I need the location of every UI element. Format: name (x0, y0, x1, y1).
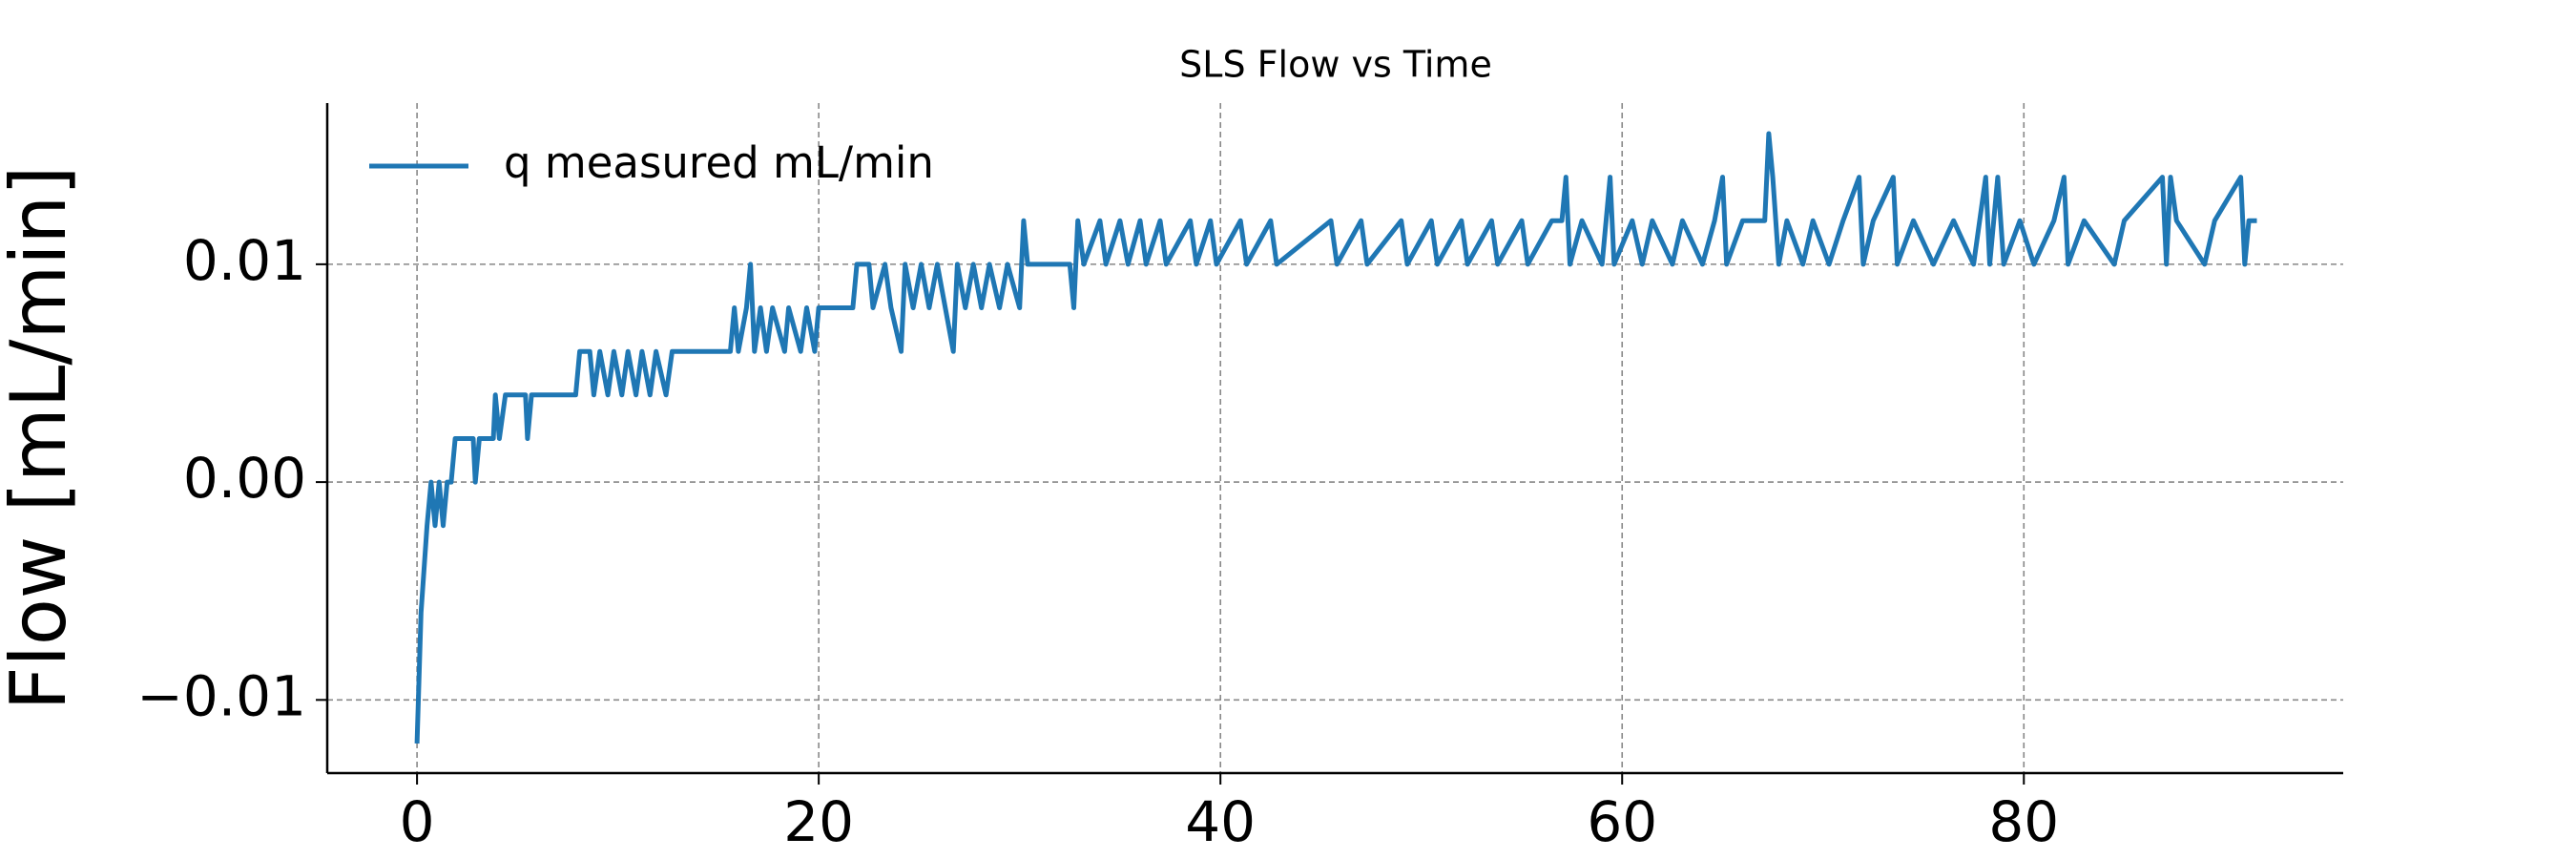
y-tick-label: 0.01 (183, 228, 306, 293)
y-tick-label: −0.01 (136, 663, 306, 728)
x-tick-label: 80 (1988, 789, 2059, 854)
x-tick-label: 60 (1587, 789, 1657, 854)
x-tick-label: 0 (400, 789, 435, 854)
y-axis-label: Flow [mL/min] (0, 166, 83, 711)
chart-title: SLS Flow vs Time (1179, 44, 1492, 86)
legend-label: q measured mL/min (504, 137, 934, 188)
data-line (414, 131, 2257, 744)
y-tick-label: 0.00 (183, 446, 306, 511)
x-tick-label: 40 (1185, 789, 1256, 854)
x-tick-label: 20 (783, 789, 854, 854)
